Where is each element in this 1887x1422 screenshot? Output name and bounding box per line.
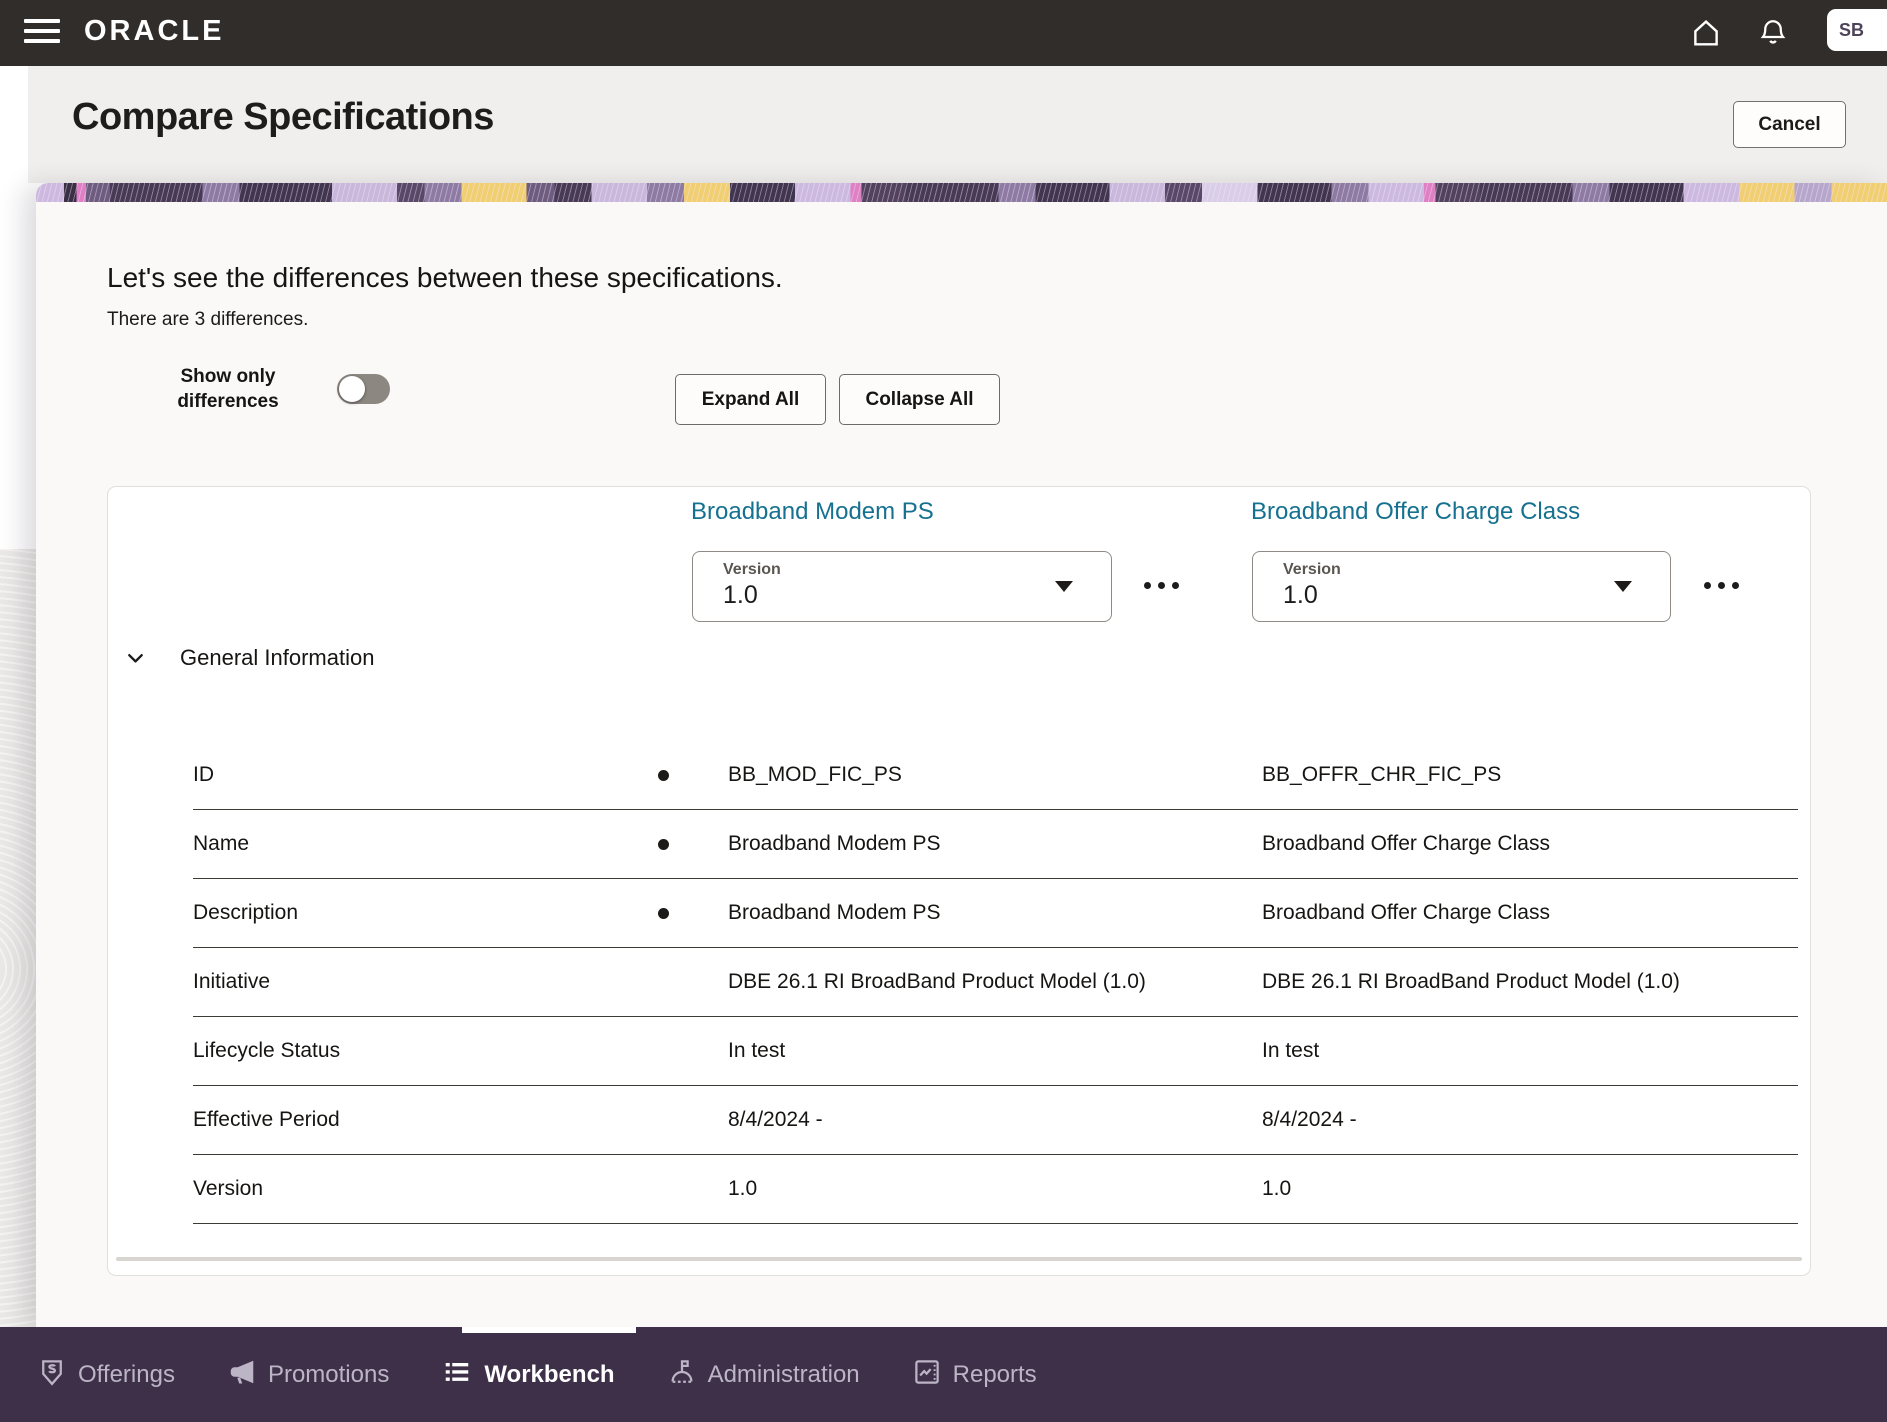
report-icon [912,1357,942,1392]
difference-cell [658,907,728,919]
difference-cell [658,1184,728,1195]
version-value: 1.0 [723,581,758,609]
version-value: 1.0 [1283,581,1318,609]
collapse-all-button[interactable]: Collapse All [839,374,1000,425]
show-only-differences-label: Show only differences [177,366,279,412]
row-left-value: 8/4/2024 - [728,1108,823,1131]
expand-all-button[interactable]: Expand All [675,374,826,425]
left-spec-link[interactable]: Broadband Modem PS [691,498,934,525]
background-strip [0,549,36,1327]
difference-cell [658,1115,728,1126]
difference-dot [658,838,669,850]
topbar-actions [1689,0,1887,66]
notifications-bell-icon[interactable] [1757,16,1789,50]
intro-heading: Let's see the differences between these … [107,262,783,293]
horizontal-scrollbar[interactable] [116,1257,1802,1261]
nav-item-workbench[interactable]: Workbench [441,1357,615,1392]
chevron-down-icon [128,653,143,663]
right-overflow-menu-icon[interactable] [1704,582,1739,589]
table-row: Version 1.0 1.0 [193,1155,1798,1224]
difference-dot [658,907,669,919]
cancel-button[interactable]: Cancel [1733,101,1846,148]
megaphone-icon [227,1357,257,1392]
row-right-value: Broadband Offer Charge Class [1262,832,1550,855]
row-label: Lifecycle Status [193,1039,341,1062]
row-left-value: BB_MOD_FIC_PS [728,763,902,786]
right-version-select[interactable]: Version 1.0 [1252,551,1671,622]
section-title: General Information [180,645,375,670]
row-left-value: 1.0 [728,1177,758,1200]
comparison-card: Broadband Modem PS Broadband Offer Charg… [107,486,1811,1276]
list-icon [441,1357,473,1392]
nav-item-administration[interactable]: Administration [667,1357,860,1392]
row-left-value: DBE 26.1 RI BroadBand Product Model (1.0… [728,970,1146,993]
difference-cell [658,1046,728,1057]
row-label: Name [193,832,250,855]
nav-item-reports[interactable]: Reports [912,1357,1037,1392]
bottom-navigation: Offerings Promotions Workbench Administr… [0,1327,1887,1422]
row-label: Initiative [193,970,271,993]
stamp-icon [667,1357,697,1392]
page-header: Compare Specifications Cancel [28,66,1887,183]
toggle-knob [339,376,365,402]
row-left-value: In test [728,1039,786,1062]
show-only-differences-toggle[interactable] [337,374,390,404]
decorative-banner [36,183,1887,202]
row-right-value: DBE 26.1 RI BroadBand Product Model (1.0… [1262,970,1680,993]
comparison-rows: ID BB_MOD_FIC_PS BB_OFFR_CHR_FIC_PS Name… [193,741,1798,1224]
nav-item-promotions[interactable]: Promotions [227,1357,389,1392]
chevron-down-icon [1614,581,1632,592]
avatar[interactable]: SB [1827,9,1887,51]
version-label: Version [723,561,781,578]
difference-dot [658,769,669,781]
difference-cell [658,838,728,850]
row-label: Version [193,1177,264,1200]
row-right-value: 1.0 [1262,1177,1292,1200]
menu-icon[interactable] [24,19,60,47]
table-row: Description Broadband Modem PS Broadband… [193,879,1798,948]
table-row: Initiative DBE 26.1 RI BroadBand Product… [193,948,1798,1017]
active-tab-indicator [462,1327,636,1333]
row-label: Description [193,901,299,924]
tag-icon [37,1357,67,1392]
chevron-down-icon [1055,581,1073,592]
differences-count-text: There are 3 differences. [107,309,309,330]
top-bar: ORACLE SB [0,0,1887,66]
table-row: ID BB_MOD_FIC_PS BB_OFFR_CHR_FIC_PS [193,741,1798,810]
difference-cell [658,769,728,781]
table-row: Effective Period 8/4/2024 - 8/4/2024 - [193,1086,1798,1155]
page-title: Compare Specifications [72,96,494,138]
home-icon[interactable] [1689,16,1723,50]
row-left-value: Broadband Modem PS [728,901,941,924]
row-left-value: Broadband Modem PS [728,832,941,855]
row-label: Effective Period [193,1108,340,1131]
difference-cell [658,977,728,988]
table-row: Lifecycle Status In test In test [193,1017,1798,1086]
row-right-value: BB_OFFR_CHR_FIC_PS [1262,763,1502,786]
left-overflow-menu-icon[interactable] [1144,582,1179,589]
row-right-value: Broadband Offer Charge Class [1262,901,1550,924]
general-information-section-header[interactable]: General Information [124,645,374,671]
row-right-value: In test [1262,1039,1320,1062]
left-version-select[interactable]: Version 1.0 [692,551,1112,622]
right-spec-link[interactable]: Broadband Offer Charge Class [1251,498,1581,525]
version-label: Version [1283,561,1341,578]
oracle-logo: ORACLE [84,15,225,47]
table-row: Name Broadband Modem PS Broadband Offer … [193,810,1798,879]
nav-item-offerings[interactable]: Offerings [37,1357,175,1392]
row-right-value: 8/4/2024 - [1262,1108,1357,1131]
row-label: ID [193,763,214,786]
